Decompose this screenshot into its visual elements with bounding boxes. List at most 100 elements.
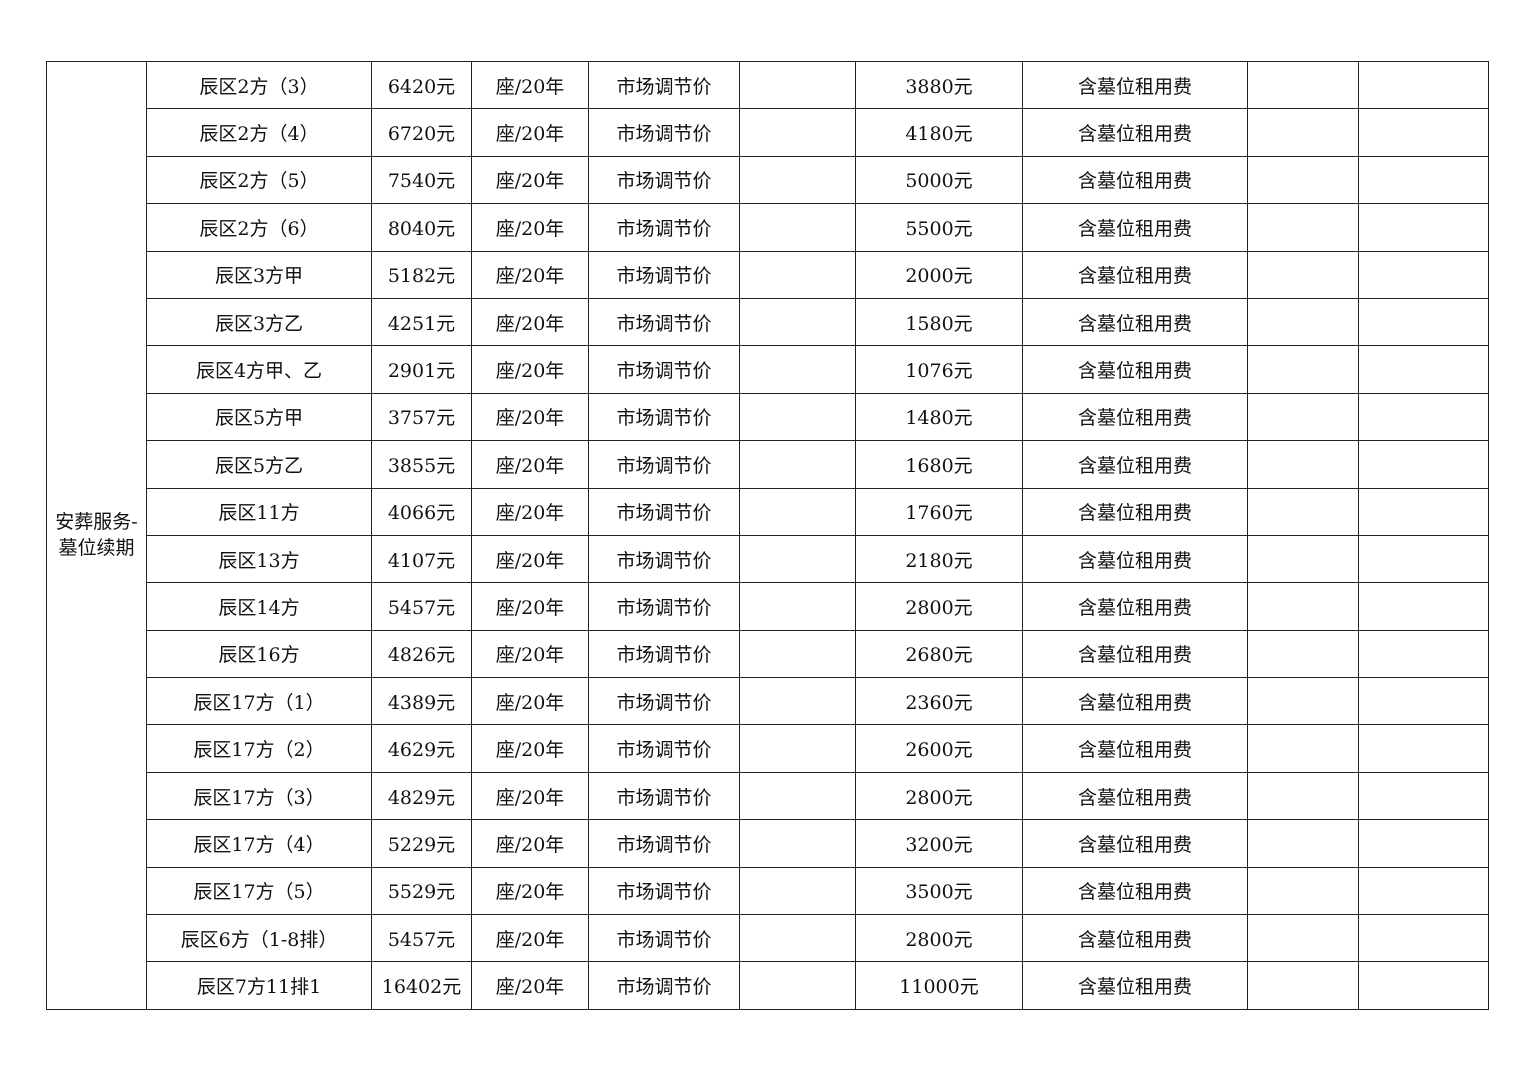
blank-cell [739, 487, 856, 536]
unit-cell: 座/20年 [471, 866, 589, 916]
table-row: 辰区5方乙 3855元 座/20年 市场调节价 1680元 含墓位租用费 [47, 440, 1489, 489]
unit-cell: 座/20年 [471, 345, 589, 394]
pricing-method-cell: 市场调节价 [588, 724, 740, 773]
blank-cell [1247, 487, 1359, 536]
blank-cell [1247, 677, 1359, 726]
pricing-method-cell: 市场调节价 [588, 250, 740, 299]
blank-cell [739, 724, 856, 773]
note-cell: 含墓位租用费 [1022, 250, 1248, 299]
note-cell: 含墓位租用费 [1022, 155, 1248, 205]
note-cell: 含墓位租用费 [1022, 961, 1248, 1010]
pricing-method-cell: 市场调节价 [588, 771, 740, 821]
fee-cell: 2360元 [855, 677, 1023, 726]
blank-cell [1247, 203, 1359, 252]
table-row: 辰区2方（5） 7540元 座/20年 市场调节价 5000元 含墓位租用费 [47, 155, 1489, 205]
blank-cell [1358, 724, 1489, 773]
table-row: 辰区17方（2） 4629元 座/20年 市场调节价 2600元 含墓位租用费 [47, 724, 1489, 773]
fee-cell: 2800元 [855, 771, 1023, 821]
pricing-method-cell: 市场调节价 [588, 60, 740, 110]
note-cell: 含墓位租用费 [1022, 914, 1248, 963]
pricing-method-cell: 市场调节价 [588, 392, 740, 442]
price-cell: 5457元 [371, 914, 472, 963]
unit-cell: 座/20年 [471, 250, 589, 299]
blank-cell [1358, 250, 1489, 299]
pricing-method-cell: 市场调节价 [588, 819, 740, 868]
blank-cell [1358, 108, 1489, 157]
price-cell: 4829元 [371, 771, 472, 821]
item-name-cell: 辰区17方（1） [146, 677, 372, 726]
fee-cell: 3500元 [855, 866, 1023, 916]
unit-cell: 座/20年 [471, 819, 589, 868]
item-name-cell: 辰区16方 [146, 629, 372, 679]
blank-cell [1358, 155, 1489, 205]
price-cell: 4066元 [371, 487, 472, 536]
unit-cell: 座/20年 [471, 60, 589, 110]
blank-cell [1358, 677, 1489, 726]
fee-cell: 1580元 [855, 297, 1023, 347]
table-row: 辰区17方（4） 5229元 座/20年 市场调节价 3200元 含墓位租用费 [47, 819, 1489, 868]
table-row: 辰区2方（4） 6720元 座/20年 市场调节价 4180元 含墓位租用费 [47, 108, 1489, 157]
table-row: 辰区3方乙 4251元 座/20年 市场调节价 1580元 含墓位租用费 [47, 297, 1489, 347]
pricing-method-cell: 市场调节价 [588, 297, 740, 347]
unit-cell: 座/20年 [471, 914, 589, 963]
unit-cell: 座/20年 [471, 297, 589, 347]
blank-cell [739, 440, 856, 489]
blank-cell [1358, 60, 1489, 110]
table-row: 辰区4方甲、乙 2901元 座/20年 市场调节价 1076元 含墓位租用费 [47, 345, 1489, 394]
fee-cell: 3880元 [855, 60, 1023, 110]
blank-cell [1247, 534, 1359, 584]
price-cell: 16402元 [371, 961, 472, 1010]
note-cell: 含墓位租用费 [1022, 60, 1248, 110]
pricing-method-cell: 市场调节价 [588, 914, 740, 963]
note-cell: 含墓位租用费 [1022, 487, 1248, 536]
blank-cell [1247, 819, 1359, 868]
blank-cell [1358, 914, 1489, 963]
fee-cell: 2680元 [855, 629, 1023, 679]
blank-cell [1247, 866, 1359, 916]
unit-cell: 座/20年 [471, 108, 589, 157]
note-cell: 含墓位租用费 [1022, 108, 1248, 157]
blank-cell [739, 819, 856, 868]
pricing-method-cell: 市场调节价 [588, 629, 740, 679]
item-name-cell: 辰区2方（5） [146, 155, 372, 205]
unit-cell: 座/20年 [471, 677, 589, 726]
table-row: 辰区14方 5457元 座/20年 市场调节价 2800元 含墓位租用费 [47, 582, 1489, 631]
item-name-cell: 辰区6方（1-8排） [146, 914, 372, 963]
unit-cell: 座/20年 [471, 582, 589, 631]
pricing-method-cell: 市场调节价 [588, 677, 740, 726]
blank-cell [1247, 582, 1359, 631]
item-name-cell: 辰区2方（3） [146, 60, 372, 110]
note-cell: 含墓位租用费 [1022, 629, 1248, 679]
price-cell: 4389元 [371, 677, 472, 726]
pricing-method-cell: 市场调节价 [588, 961, 740, 1010]
blank-cell [1358, 440, 1489, 489]
fee-cell: 2800元 [855, 914, 1023, 963]
blank-cell [739, 203, 856, 252]
blank-cell [739, 629, 856, 679]
blank-cell [1247, 914, 1359, 963]
blank-cell [739, 345, 856, 394]
fee-table: 安葬服务-墓位续期 辰区2方（3） 6420元 座/20年 市场调节价 3880元 含墓位租… [46, 60, 1489, 1010]
table-row: 辰区11方 4066元 座/20年 市场调节价 1760元 含墓位租用费 [47, 487, 1489, 536]
unit-cell: 座/20年 [471, 961, 589, 1010]
unit-cell: 座/20年 [471, 724, 589, 773]
note-cell: 含墓位租用费 [1022, 297, 1248, 347]
item-name-cell: 辰区17方（2） [146, 724, 372, 773]
blank-cell [1358, 297, 1489, 347]
table-row: 安葬服务-墓位续期 辰区2方（3） 6420元 座/20年 市场调节价 3880元 含墓位租… [46, 60, 1489, 1010]
unit-cell: 座/20年 [471, 487, 589, 536]
blank-cell [1358, 629, 1489, 679]
blank-cell [739, 771, 856, 821]
unit-cell: 座/20年 [471, 392, 589, 442]
fee-cell: 3200元 [855, 819, 1023, 868]
price-cell: 3855元 [371, 440, 472, 489]
fee-cell: 11000元 [855, 961, 1023, 1010]
item-name-cell: 辰区14方 [146, 582, 372, 631]
item-name-cell: 辰区3方甲 [146, 250, 372, 299]
blank-cell [1247, 108, 1359, 157]
blank-cell [1358, 203, 1489, 252]
category-cell: 安葬服务-墓位续期 [46, 61, 147, 1010]
note-cell: 含墓位租用费 [1022, 819, 1248, 868]
blank-cell [739, 582, 856, 631]
blank-cell [1358, 819, 1489, 868]
